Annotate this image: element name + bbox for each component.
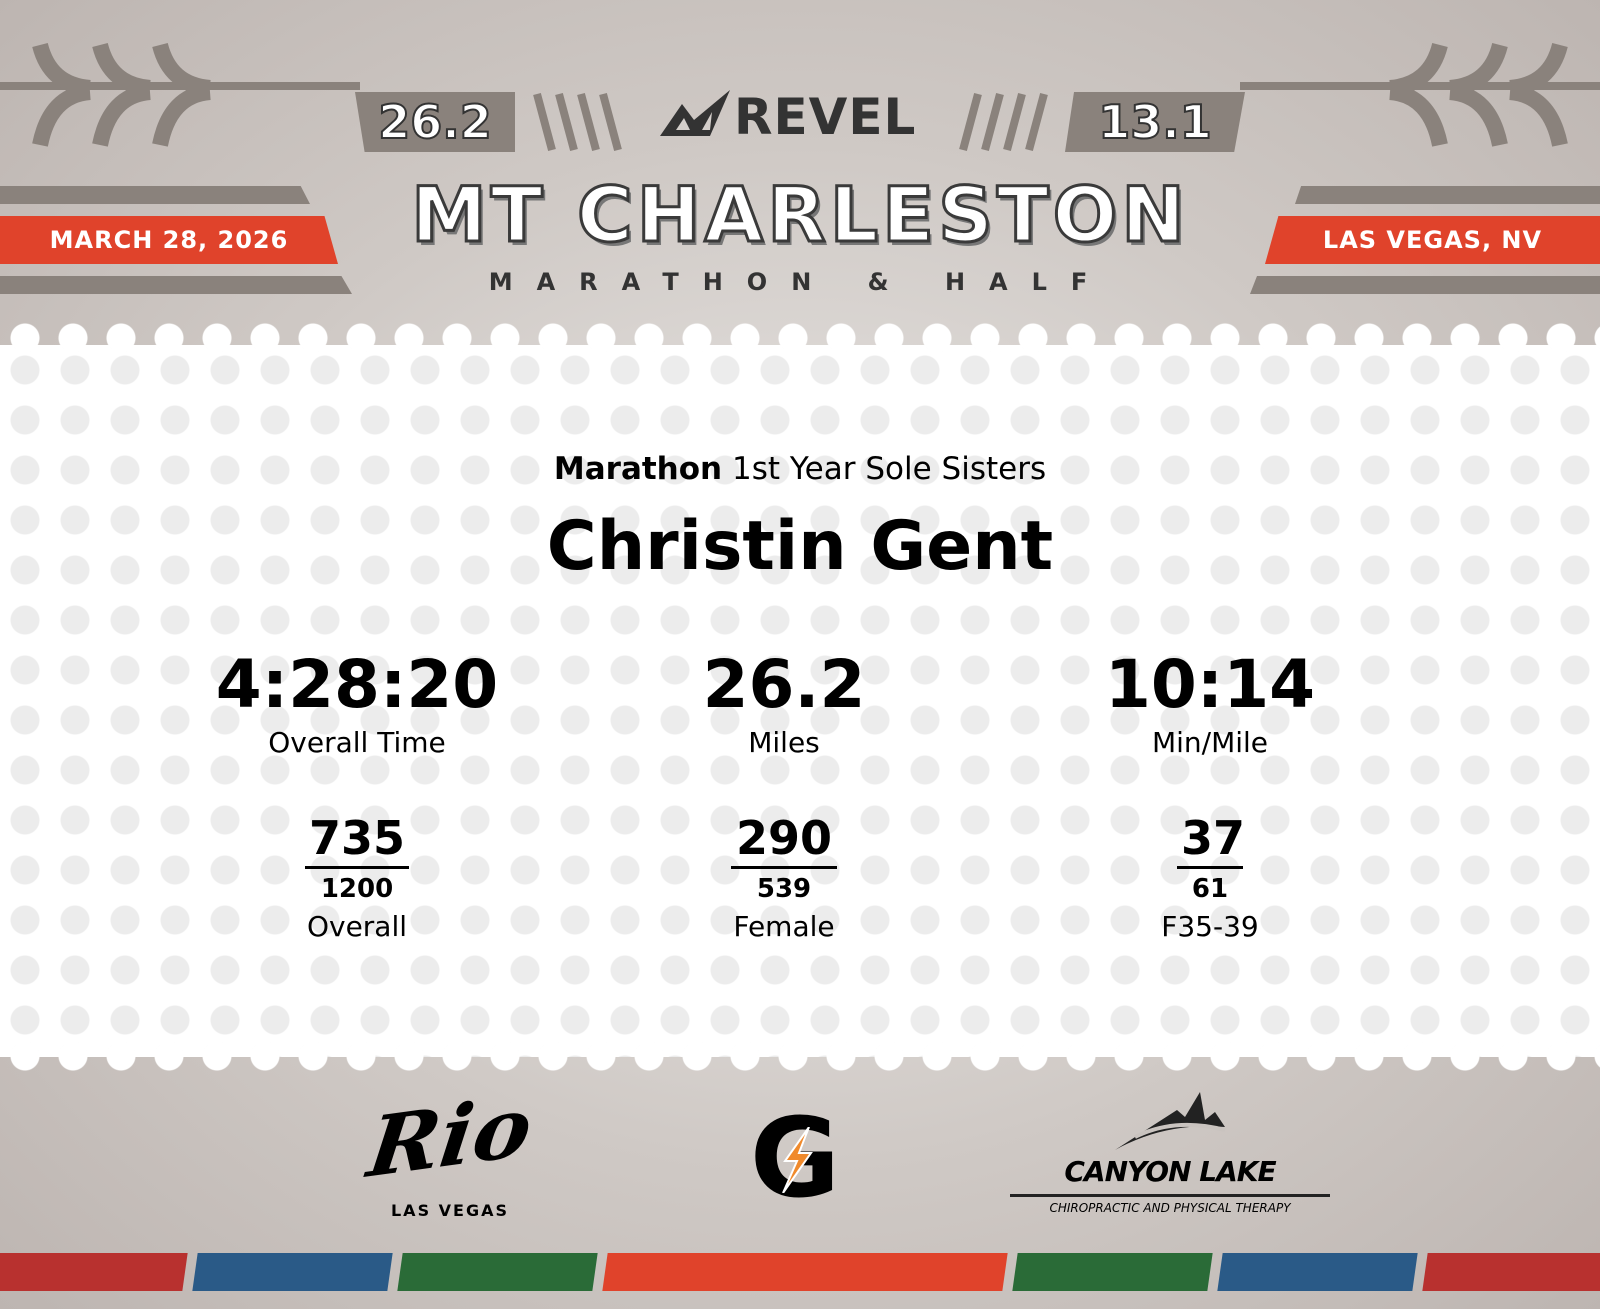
event-title: MT CHARLESTON bbox=[410, 169, 1189, 261]
runner-name: Christin Gent bbox=[546, 507, 1054, 586]
stat-miles: 26.2 Miles bbox=[574, 645, 994, 761]
rank-total: 61 bbox=[1191, 874, 1229, 904]
race-line: Marathon 1st Year Sole Sisters bbox=[0, 451, 1600, 487]
rank-label: F35-39 bbox=[1161, 910, 1259, 943]
canyon-lake-logo: CANYON LAKE CHIROPRACTIC AND PHYSICAL TH… bbox=[1010, 1092, 1330, 1219]
sponsor-footer: Rio LAS VEGAS G CANYON LAKE CHIROPRACTIC… bbox=[0, 1041, 1600, 1309]
scallop-edge bbox=[0, 1041, 1600, 1071]
color-stripe bbox=[0, 1253, 188, 1291]
stat-value: 4:28:20 bbox=[215, 646, 499, 723]
stat-overall-time: 4:28:20 Overall Time bbox=[147, 645, 567, 761]
stat-label: Min/Mile bbox=[1151, 726, 1269, 759]
color-stripe bbox=[192, 1253, 393, 1291]
divider bbox=[1295, 186, 1600, 204]
revel-wordmark: REVEL bbox=[734, 88, 917, 146]
rio-wordmark: Rio bbox=[362, 1076, 538, 1197]
mountain-icon bbox=[1115, 1092, 1226, 1150]
rank-gender: 290 539 Female bbox=[574, 810, 994, 945]
rank-place: 37 bbox=[1177, 810, 1245, 869]
header: 26.2 13.1 REVEL MARCH 28, 2026 LAS VEGAS… bbox=[0, 0, 1600, 345]
rank-age-group: 37 61 F35-39 bbox=[1000, 810, 1420, 945]
location-tag: LAS VEGAS, NV bbox=[1265, 216, 1600, 264]
chevron-arrows-icon bbox=[32, 42, 212, 147]
revel-logo: REVEL bbox=[660, 88, 916, 146]
rank-overall: 735 1200 Overall bbox=[147, 810, 567, 945]
color-stripe bbox=[397, 1253, 598, 1291]
slashes-decoration bbox=[533, 92, 622, 152]
rank-place: 290 bbox=[731, 810, 837, 869]
rank-label: Overall bbox=[306, 910, 408, 943]
rio-subtext: LAS VEGAS bbox=[390, 1201, 510, 1220]
chevron-arrows-icon bbox=[1388, 42, 1568, 147]
results-panel: Marathon 1st Year Sole Sisters Christin … bbox=[0, 323, 1600, 1057]
date-tag: MARCH 28, 2026 bbox=[0, 216, 338, 264]
color-stripe bbox=[1217, 1253, 1418, 1291]
team-name: 1st Year Sole Sisters bbox=[731, 451, 1047, 487]
rank-label: Female bbox=[733, 910, 835, 943]
stat-pace: 10:14 Min/Mile bbox=[1000, 645, 1420, 761]
stat-label: Overall Time bbox=[268, 726, 446, 759]
divider bbox=[1250, 276, 1600, 294]
canyon-wordmark: CANYON LAKE bbox=[1010, 1156, 1330, 1197]
scallop-edge bbox=[0, 323, 1600, 353]
canyon-subtext: CHIROPRACTIC AND PHYSICAL THERAPY bbox=[1049, 1201, 1291, 1215]
event-subtitle: MARATHON & HALF bbox=[488, 268, 1112, 296]
bolt-icon bbox=[782, 1127, 813, 1193]
marathon-distance: 26.2 bbox=[355, 92, 515, 152]
divider bbox=[0, 276, 352, 294]
revel-mountain-icon bbox=[660, 90, 730, 136]
stat-label: Miles bbox=[748, 726, 820, 759]
race-type: Marathon bbox=[553, 451, 723, 487]
stat-value: 26.2 bbox=[702, 646, 866, 723]
half-distance: 13.1 bbox=[1065, 92, 1245, 152]
rio-logo: Rio LAS VEGAS bbox=[325, 1077, 575, 1220]
color-stripe bbox=[1012, 1253, 1213, 1291]
gatorade-logo: G bbox=[745, 1103, 845, 1218]
color-stripe bbox=[1422, 1253, 1600, 1291]
color-stripe bbox=[602, 1253, 1008, 1291]
rank-total: 539 bbox=[756, 874, 812, 904]
rank-place: 735 bbox=[305, 810, 409, 869]
slashes-decoration bbox=[959, 92, 1048, 152]
divider bbox=[0, 186, 310, 204]
stat-value: 10:14 bbox=[1104, 646, 1316, 723]
rank-total: 1200 bbox=[320, 874, 394, 904]
